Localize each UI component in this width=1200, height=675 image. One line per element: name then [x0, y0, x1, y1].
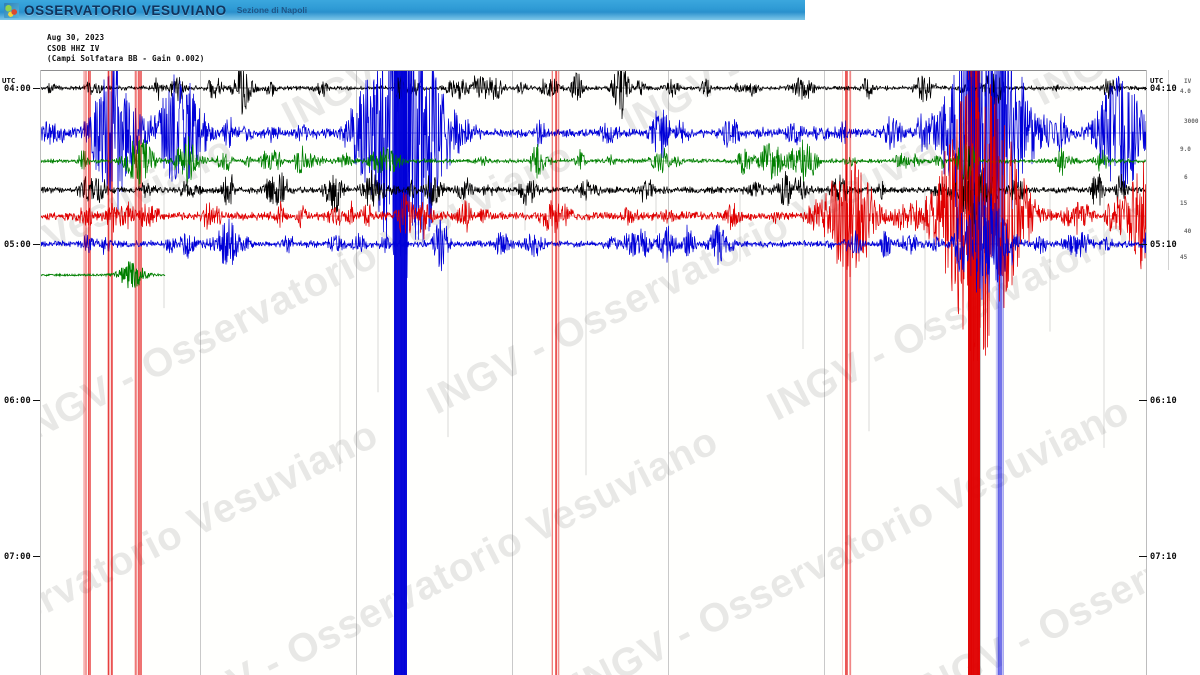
amplitude-scale-item: 6 — [1184, 174, 1188, 181]
seismogram-plot: INGV - Osservatorio VesuvianoINGV - Osse… — [40, 70, 1146, 675]
seismic-traces — [40, 70, 1146, 675]
seismic-trace — [40, 70, 1146, 282]
time-tick-left: 05:00 — [4, 240, 31, 250]
header-station: CSOB HHZ IV — [47, 43, 100, 53]
titlebar-filler — [805, 0, 1200, 20]
plot-left-border — [40, 70, 41, 675]
amplitude-scale-column: IV 4.0 3000 9.0 6 15 40 45 — [1178, 70, 1200, 270]
tick-mark-right — [1139, 244, 1147, 245]
seismic-trace — [40, 192, 1146, 300]
plot-right-border — [1146, 70, 1147, 675]
grid-line-vertical — [824, 70, 825, 675]
time-tick-left: 04:00 — [4, 84, 31, 94]
tick-mark-left — [33, 400, 40, 401]
ingv-logo-icon — [4, 2, 19, 18]
window-title: OSSERVATORIO VESUVIANO — [24, 2, 227, 18]
tick-mark-left — [33, 88, 40, 89]
clipped-event-band — [87, 70, 91, 675]
grid-line-vertical — [980, 70, 981, 675]
amplitude-scale-item: 40 — [1184, 228, 1192, 235]
time-tick-right: 07:10 — [1150, 552, 1177, 562]
utc-label-left: UTC — [2, 76, 16, 85]
header-date: Aug 30, 2023 — [47, 33, 105, 42]
plot-top-rule — [40, 70, 1146, 71]
utc-label-right: UTC — [1150, 76, 1164, 85]
clipped-event-band — [138, 70, 142, 675]
tick-mark-right — [1139, 400, 1147, 401]
window-subtitle: Sezione di Napoli — [236, 5, 308, 15]
amplitude-scale-item: 3000 — [1184, 118, 1199, 125]
time-tick-right: 04:10 — [1150, 84, 1177, 94]
grid-line-vertical — [356, 70, 357, 675]
header-description: (Campi Solfatara BB - Gain 0.002) — [47, 54, 205, 64]
tick-mark-right — [1139, 556, 1147, 557]
grid-line-vertical — [512, 70, 513, 675]
clipped-event-band — [111, 70, 113, 675]
tick-mark-left — [33, 244, 40, 245]
amplitude-scale-item: 45 — [1180, 254, 1188, 261]
time-tick-right: 06:10 — [1150, 396, 1177, 406]
grid-line-vertical — [668, 70, 669, 675]
tick-mark-left — [33, 556, 40, 557]
window-titlebar: OSSERVATORIO VESUVIANO Sezione di Napoli — [0, 0, 805, 20]
seismogram-header: Aug 30, 2023 CSOB HHZ IV (Campi Solfatar… — [47, 33, 204, 65]
tick-mark-right — [1139, 88, 1147, 89]
time-tick-right: 05:10 — [1150, 240, 1177, 250]
time-tick-left: 07:00 — [4, 552, 31, 562]
right-column-divider — [1168, 70, 1169, 270]
amplitude-scale-item: IV — [1184, 78, 1192, 85]
amplitude-scale-item: 4.0 — [1180, 88, 1191, 95]
amplitude-scale-item: 9.0 — [1180, 146, 1191, 153]
clipped-event-band — [998, 70, 1002, 675]
grid-line-vertical — [200, 70, 201, 675]
time-tick-left: 06:00 — [4, 396, 31, 406]
amplitude-scale-item: 15 — [1180, 200, 1188, 207]
seismic-trace-green-partial — [40, 261, 166, 289]
clipped-event-band — [555, 70, 557, 675]
clipped-event-band — [844, 70, 848, 675]
